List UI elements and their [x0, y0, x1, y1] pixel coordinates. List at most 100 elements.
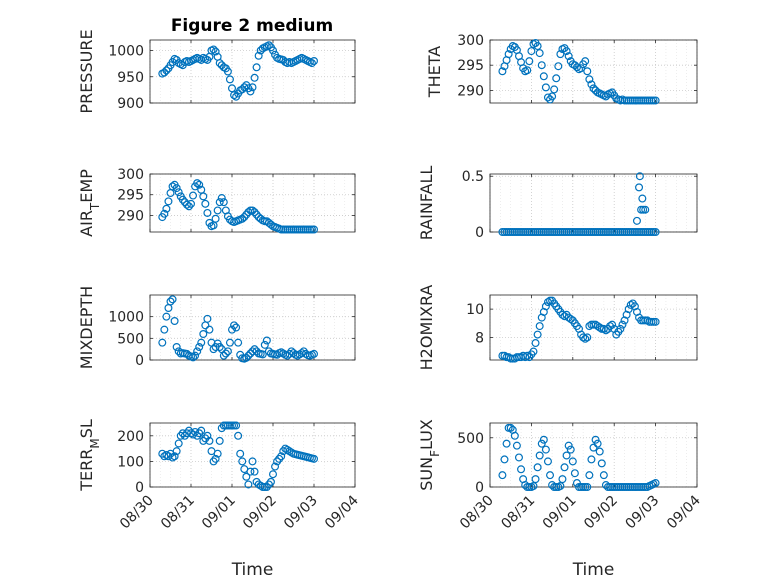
axes-box — [149, 173, 356, 233]
data-point — [213, 449, 222, 458]
data-point — [548, 92, 557, 101]
data-point — [651, 96, 660, 105]
data-point — [552, 74, 561, 83]
data-point — [531, 475, 540, 484]
data-point — [244, 480, 253, 489]
data-point — [583, 67, 592, 76]
data-point — [193, 431, 202, 440]
axes-box — [149, 39, 356, 104]
data-point — [269, 46, 278, 55]
y-tick-label: 0 — [135, 353, 144, 369]
data-point — [535, 49, 544, 58]
data-point — [170, 317, 179, 326]
data-point — [539, 72, 548, 81]
axes-box — [489, 39, 698, 104]
data-point — [539, 435, 548, 444]
data-point — [537, 61, 546, 70]
data-point — [635, 172, 644, 181]
data-point — [223, 347, 232, 356]
data-point — [215, 198, 224, 207]
data-point — [242, 210, 251, 219]
y-tick-label: 0 — [475, 480, 484, 496]
data-point — [498, 471, 507, 480]
data-point — [258, 350, 267, 359]
data-point — [307, 59, 316, 68]
data-point — [164, 197, 173, 206]
data-point — [240, 213, 249, 222]
data-point — [242, 472, 251, 481]
data-point — [199, 330, 208, 339]
data-point — [506, 423, 515, 432]
data-point — [310, 225, 319, 234]
data-point — [195, 429, 204, 438]
data-point — [572, 63, 581, 72]
data-point — [178, 195, 187, 204]
subplot-3: 290 295 300 AIRTEMP — [77, 167, 356, 237]
data-point — [558, 475, 567, 484]
data-point — [529, 482, 538, 491]
data-point — [593, 439, 602, 448]
data-point — [543, 457, 552, 466]
data-point — [533, 42, 542, 51]
data-point — [191, 351, 200, 360]
data-point — [215, 343, 224, 352]
data-point — [172, 343, 181, 352]
data-point — [608, 320, 617, 329]
data-point — [203, 208, 212, 217]
data-point — [160, 68, 169, 77]
data-point — [581, 334, 590, 343]
y-axis-label: THETA — [425, 46, 444, 98]
y-tick-label: 900 — [117, 96, 144, 112]
y-tick-label: 100 — [117, 454, 144, 470]
data-point — [223, 67, 232, 76]
data-point — [252, 347, 261, 356]
data-point — [275, 454, 284, 463]
data-point — [581, 57, 590, 66]
data-point — [566, 445, 575, 454]
data-point — [168, 295, 177, 304]
data-point — [242, 353, 251, 362]
data-point — [262, 483, 271, 492]
axes-box — [489, 294, 698, 361]
data-point — [502, 439, 511, 448]
y-tick-label: 950 — [117, 70, 144, 86]
data-point — [238, 214, 247, 223]
data-point — [182, 200, 191, 209]
data-point — [277, 348, 286, 357]
data-point — [195, 180, 204, 189]
data-point — [211, 454, 220, 463]
subplot-2: 290 295 300 THETA — [425, 33, 698, 105]
data-point — [556, 50, 565, 59]
data-point — [205, 436, 214, 445]
data-point — [591, 435, 600, 444]
y-tick-label: 290 — [117, 208, 144, 224]
data-point — [264, 41, 273, 50]
data-point — [626, 300, 635, 309]
data-point — [527, 47, 536, 56]
y-axis-label: PRESSURE — [77, 29, 96, 113]
data-point — [310, 349, 319, 358]
data-point — [597, 459, 606, 468]
data-point — [632, 216, 641, 225]
plot-area — [490, 174, 697, 232]
data-point — [525, 57, 534, 66]
data-point — [529, 347, 538, 356]
y-tick-label: 1000 — [108, 310, 144, 326]
data-point — [533, 330, 542, 339]
y-tick-label: 500 — [457, 431, 484, 447]
data-point — [252, 63, 261, 72]
data-point — [203, 431, 212, 440]
data-point — [250, 73, 259, 82]
data-point — [162, 204, 171, 213]
data-point — [279, 349, 288, 358]
data-point — [238, 457, 247, 466]
data-point — [279, 447, 288, 456]
data-point — [285, 447, 294, 456]
data-point — [562, 451, 571, 460]
subplot-4: 0 0.5 RAINFALL — [417, 166, 698, 241]
data-point — [510, 431, 519, 440]
data-point — [213, 206, 222, 215]
data-point — [568, 457, 577, 466]
